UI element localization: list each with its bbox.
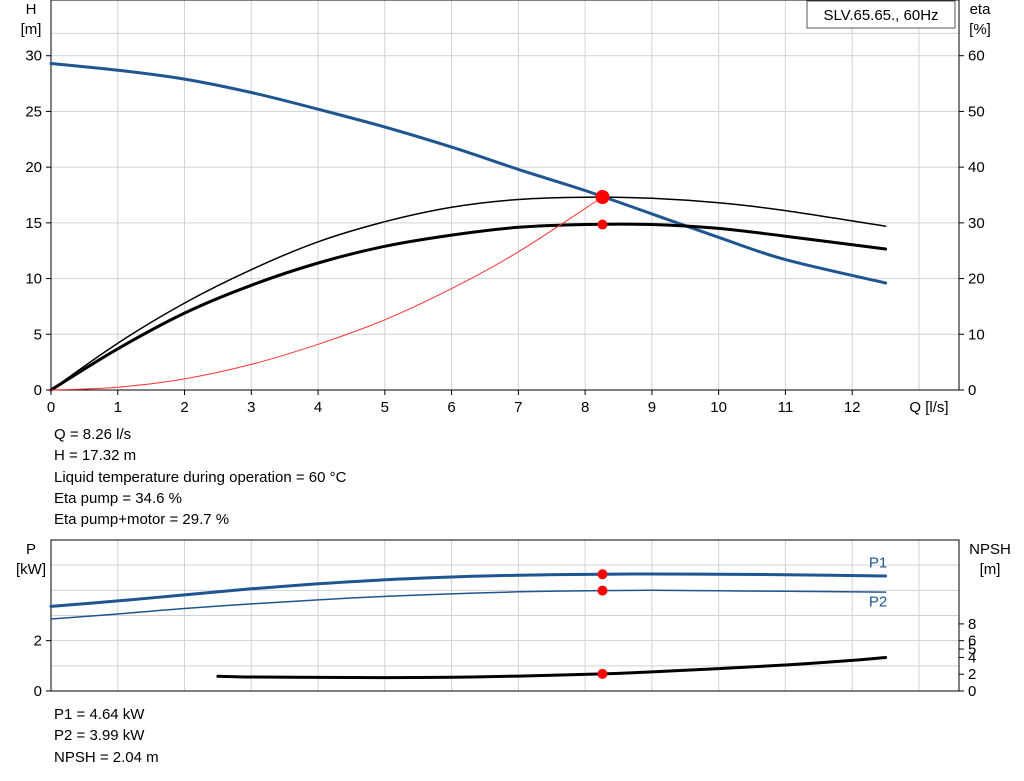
series-line <box>49 222 888 392</box>
operating-point-readout: Q = 8.26 l/s H = 17.32 m Liquid temperat… <box>54 424 346 530</box>
x-tick-label: 5 <box>381 399 389 416</box>
x-tick-label: 2 <box>180 399 188 416</box>
readout-npsh: NPSH = 2.04 m <box>54 748 159 766</box>
plot-frame <box>50 539 960 692</box>
y-tick-label-right: 0 <box>968 683 976 700</box>
series-line <box>49 62 888 285</box>
y-tick-label-right: 20 <box>968 271 985 288</box>
y-tick-label-left: 25 <box>25 103 42 120</box>
y-axis-unit-left: [m] <box>21 21 42 38</box>
y-axis-unit-left: [kW] <box>16 561 46 578</box>
x-tick-label: 1 <box>114 399 122 416</box>
operating-point-marker <box>597 569 608 580</box>
operating-point-marker <box>597 668 608 679</box>
title-box <box>806 0 956 29</box>
y-tick-label-left: 0 <box>34 382 42 399</box>
y-axis-unit-right: [%] <box>969 21 991 38</box>
y-tick-label-left: 2 <box>34 633 42 650</box>
y-tick-label-right: 10 <box>968 326 985 343</box>
series-line <box>216 656 888 680</box>
readout-head: H = 17.32 m <box>54 447 137 465</box>
x-tick-label: 9 <box>648 399 656 416</box>
y-tick-label-left: 30 <box>25 48 42 65</box>
x-tick-label: 3 <box>247 399 255 416</box>
operating-point-marker <box>597 219 608 230</box>
y-tick-label-right: 0 <box>968 382 976 399</box>
series-line <box>50 196 887 391</box>
series-label: P2 <box>869 594 887 611</box>
y-tick-label-right: 30 <box>968 215 985 232</box>
y-tick-label-left: 0 <box>34 683 42 700</box>
readout-eta-pump: Eta pump = 34.6 % <box>54 489 182 507</box>
series-line <box>49 572 888 608</box>
y-tick-label-right: 40 <box>968 159 985 176</box>
y-axis-label-left: P <box>26 541 36 558</box>
x-tick-label: 8 <box>581 399 589 416</box>
y-tick-label-left: 10 <box>25 271 42 288</box>
x-axis-label: Q [l/s] <box>909 399 948 416</box>
y-axis-label-right: eta <box>970 1 992 18</box>
y-tick-label-left: 20 <box>25 159 42 176</box>
y-tick-label-right: 60 <box>968 48 985 65</box>
y-tick-label-right: 2 <box>968 666 976 683</box>
chart-title: SLV.65.65., 60Hz <box>823 7 938 24</box>
x-tick-label: 10 <box>710 399 727 416</box>
y-tick-label-right: 5 <box>968 641 976 658</box>
y-tick-label-right: 8 <box>968 616 976 633</box>
readout-p1: P1 = 4.64 kW <box>54 706 145 723</box>
y-tick-label-right: 50 <box>968 103 985 120</box>
x-tick-label: 0 <box>47 399 55 416</box>
x-tick-label: 6 <box>447 399 455 416</box>
y-axis-label-right: NPSH <box>969 541 1011 558</box>
readout-p2: P2 = 3.99 kW <box>54 727 145 745</box>
x-tick-label: 7 <box>514 399 522 416</box>
power-readout: P1 = 4.64 kW P2 = 3.99 kW NPSH = 2.04 m <box>54 704 159 768</box>
readout-flow: Q = 8.26 l/s <box>54 426 132 443</box>
y-axis-unit-right: [m] <box>980 561 1001 578</box>
readout-eta-pump-motor: Eta pump+motor = 29.7 % <box>54 511 230 529</box>
plot-frame <box>50 0 960 391</box>
x-tick-label: 11 <box>778 399 794 416</box>
operating-point-marker <box>597 585 608 596</box>
x-tick-label: 4 <box>314 399 322 416</box>
y-tick-label-left: 5 <box>34 326 42 343</box>
y-tick-label-right: 6 <box>968 633 976 650</box>
x-tick-label: 12 <box>844 399 861 416</box>
operating-point-marker <box>595 190 610 205</box>
series-line <box>50 196 603 391</box>
y-tick-label-right: 4 <box>968 649 976 666</box>
y-axis-label-left: H <box>26 1 37 18</box>
series-line <box>50 589 887 620</box>
y-tick-label-left: 15 <box>25 215 42 232</box>
readout-liquid-temperature: Liquid temperature during operation = 60… <box>54 468 347 486</box>
series-label: P1 <box>869 555 887 572</box>
